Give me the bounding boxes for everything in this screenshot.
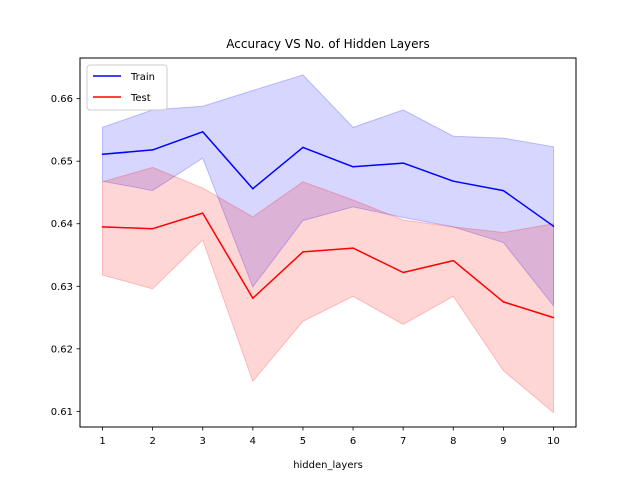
legend-box bbox=[86, 64, 168, 111]
x-tick-label: 9 bbox=[500, 436, 506, 447]
point-test-2 bbox=[151, 227, 154, 230]
x-tick-label: 2 bbox=[149, 436, 155, 447]
point-train-1 bbox=[101, 153, 104, 156]
point-train-9 bbox=[502, 189, 505, 192]
band-train bbox=[102, 74, 554, 308]
band-test bbox=[102, 166, 554, 414]
y-tick-label: 0.62 bbox=[51, 344, 73, 355]
series-lines bbox=[101, 131, 555, 319]
point-test-10 bbox=[552, 316, 555, 319]
point-test-9 bbox=[502, 301, 505, 303]
y-tick-label: 0.66 bbox=[51, 94, 73, 105]
x-axis: 1 2 3 4 5 6 7 8 9 10 bbox=[99, 427, 560, 447]
x-tick-label: 1 bbox=[99, 436, 105, 447]
legend-label-train: Train bbox=[130, 72, 155, 83]
point-train-7 bbox=[402, 162, 404, 164]
y-tick-label: 0.63 bbox=[51, 282, 73, 293]
point-train-10 bbox=[552, 225, 555, 227]
point-train-2 bbox=[151, 149, 154, 151]
y-tick-label: 0.64 bbox=[51, 219, 73, 230]
y-axis: 0.61 0.62 0.63 0.64 0.65 0.66 bbox=[51, 94, 80, 418]
point-test-6 bbox=[352, 247, 354, 249]
point-test-4 bbox=[252, 297, 254, 299]
line-train bbox=[102, 131, 554, 227]
y-tick-label: 0.61 bbox=[51, 407, 73, 418]
point-train-5 bbox=[302, 146, 304, 149]
point-train-4 bbox=[252, 187, 254, 190]
x-axis-label: hidden_layers bbox=[293, 460, 363, 471]
point-train-8 bbox=[452, 180, 455, 182]
point-train-6 bbox=[352, 166, 354, 168]
y-tick-label: 0.65 bbox=[51, 157, 73, 168]
point-test-5 bbox=[302, 251, 304, 253]
legend-label-test: Test bbox=[130, 93, 151, 104]
confidence-bands bbox=[102, 74, 554, 414]
x-tick-label: 3 bbox=[200, 436, 206, 447]
point-test-1 bbox=[101, 226, 104, 228]
x-tick-label: 10 bbox=[547, 436, 560, 447]
plot-frame bbox=[79, 57, 577, 428]
chart-title: Accuracy VS No. of Hidden Layers bbox=[226, 37, 429, 51]
point-test-3 bbox=[201, 212, 204, 214]
x-tick-label: 8 bbox=[450, 436, 456, 447]
point-test-8 bbox=[452, 259, 455, 262]
line-test bbox=[102, 212, 554, 319]
point-train-3 bbox=[201, 131, 204, 133]
x-tick-label: 7 bbox=[400, 436, 406, 447]
x-tick-label: 5 bbox=[300, 436, 306, 447]
x-tick-label: 4 bbox=[250, 436, 256, 447]
x-tick-label: 6 bbox=[350, 436, 356, 447]
point-test-7 bbox=[402, 271, 404, 274]
legend: Train Test bbox=[86, 64, 168, 111]
